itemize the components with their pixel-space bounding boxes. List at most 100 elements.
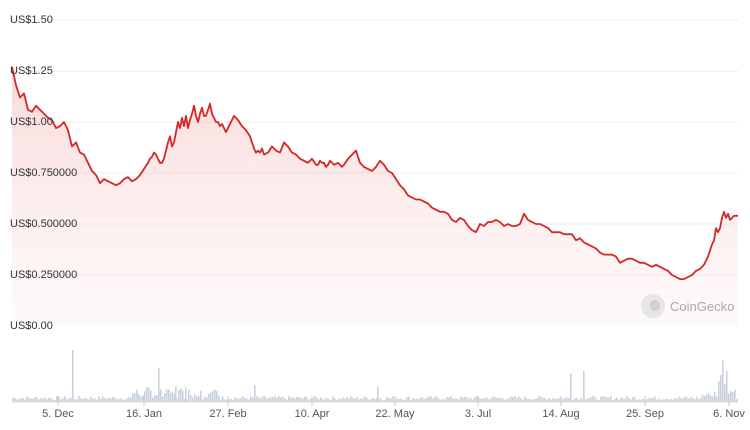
volume-bar: [134, 393, 136, 402]
volume-bar: [476, 396, 478, 402]
volume-bar: [494, 397, 496, 402]
volume-bar: [582, 399, 584, 402]
volume-bar: [60, 399, 62, 402]
volume-bar: [434, 396, 436, 402]
volume-bar: [176, 398, 178, 402]
volume-bar: [508, 398, 510, 402]
volume-bar: [136, 389, 138, 402]
volume-bar: [214, 389, 216, 402]
volume-bar: [630, 399, 632, 402]
watermark-text: CoinGecko: [670, 298, 735, 314]
y-tick-label: US$1.50: [10, 14, 53, 26]
volume-bar: [664, 399, 666, 402]
volume-bar: [468, 398, 470, 402]
volume-bar: [528, 399, 530, 402]
volume-bar: [190, 395, 192, 402]
volume-bar: [658, 398, 660, 402]
volume-bar: [534, 398, 536, 402]
volume-bar: [680, 398, 682, 402]
x-tick-label: 27. Feb: [209, 408, 247, 420]
volume-bar: [488, 399, 490, 402]
volume-bar: [546, 399, 548, 402]
volume-bar: [526, 398, 528, 402]
volume-bar: [536, 398, 538, 402]
volume-bar: [654, 396, 656, 402]
volume-bar: [696, 396, 698, 402]
volume-bar: [436, 396, 438, 402]
volume-bar: [602, 396, 604, 402]
volume-bar: [406, 397, 408, 402]
volume-bar: [232, 399, 234, 402]
volume-bar: [364, 396, 366, 402]
volume-bar: [382, 399, 384, 402]
volume-bar: [254, 384, 256, 402]
volume-bar: [258, 397, 260, 402]
volume-bar: [578, 399, 580, 402]
volume-bar: [72, 350, 74, 402]
volume-bar: [474, 397, 476, 402]
volume-bar: [542, 397, 544, 402]
volume-bar: [282, 396, 284, 402]
volume-bar: [14, 397, 16, 402]
volume-bar: [440, 399, 442, 402]
volume-bar: [550, 399, 552, 402]
volume-bar: [150, 390, 152, 402]
volume-bar: [318, 399, 320, 402]
volume-bar: [82, 399, 84, 402]
volume-bar: [170, 392, 172, 402]
volume-bar: [298, 396, 300, 402]
volume-bar: [32, 398, 34, 402]
volume-bar: [610, 396, 612, 402]
x-axis-ticks: [57, 396, 730, 406]
volume-bar: [580, 397, 582, 402]
volume-bar: [662, 399, 664, 402]
y-tick-label: US$1.00: [10, 116, 53, 128]
volume-bar: [234, 397, 236, 402]
volume-bar: [570, 373, 572, 402]
volume-bar: [566, 397, 568, 402]
volume-bar: [564, 397, 566, 402]
volume-bar: [42, 399, 44, 402]
volume-bar: [380, 398, 382, 402]
volume-bar: [350, 396, 352, 402]
volume-bar: [218, 395, 220, 402]
volume-bar: [210, 392, 212, 402]
x-tick-label: 16. Jan: [125, 408, 163, 420]
volume-bar: [516, 398, 518, 402]
volume-bar: [54, 399, 56, 402]
volume-bar: [96, 399, 98, 402]
volume-bar: [334, 397, 336, 402]
volume-bar: [84, 397, 86, 402]
volume-bar: [358, 399, 360, 402]
volume-bar: [172, 391, 174, 402]
volume-bar: [562, 399, 564, 402]
volume-bar: [396, 398, 398, 402]
volume-bar: [692, 398, 694, 402]
volume-bar: [736, 399, 738, 402]
volume-bar: [606, 396, 608, 402]
volume-bar: [250, 396, 252, 402]
volume-bar: [646, 398, 648, 402]
volume-bar: [532, 399, 534, 402]
volume-bar: [598, 399, 600, 402]
volume-bar: [12, 398, 14, 402]
volume-bar: [304, 396, 306, 402]
volume-bar: [640, 399, 642, 402]
price-area-fill: [12, 66, 738, 327]
volume-bar: [180, 388, 182, 402]
volume-bar: [188, 389, 190, 402]
volume-bar: [720, 374, 722, 402]
volume-bar: [450, 396, 452, 402]
volume-bar: [114, 397, 116, 402]
volume-bar: [260, 398, 262, 402]
volume-bar: [122, 399, 124, 402]
volume-bar: [66, 399, 68, 402]
volume-bar: [676, 398, 678, 402]
volume-bar: [192, 397, 194, 402]
volume-bar: [312, 398, 314, 402]
volume-bar: [572, 399, 574, 402]
volume-bar: [94, 398, 96, 402]
volume-bar: [104, 398, 106, 402]
volume-bar: [672, 399, 674, 402]
volume-bar: [230, 398, 232, 402]
